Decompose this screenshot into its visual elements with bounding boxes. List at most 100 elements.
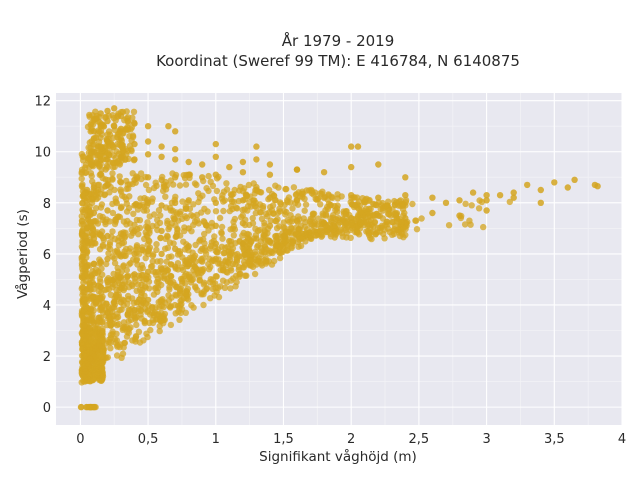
scatter-point	[77, 403, 85, 411]
scatter-point	[176, 316, 183, 323]
scatter-point	[87, 274, 95, 281]
data-point	[442, 199, 450, 206]
scatter-point	[219, 235, 226, 242]
y-tick-label: 12	[34, 95, 51, 110]
scatter-point	[233, 205, 241, 212]
scatter-point	[273, 242, 280, 249]
scatter-point	[146, 238, 153, 245]
scatter-point	[197, 236, 204, 243]
scatter-point	[133, 321, 140, 329]
data-point	[266, 237, 274, 245]
data-point	[429, 209, 436, 217]
scatter-point	[355, 198, 363, 205]
scatter-point	[149, 258, 156, 265]
data-point	[81, 322, 88, 329]
scatter-point	[300, 215, 307, 222]
data-point	[212, 199, 219, 206]
scatter-point	[336, 228, 343, 235]
data-point	[90, 209, 98, 217]
data-point	[158, 202, 165, 209]
data-point	[165, 123, 172, 130]
data-point	[117, 253, 125, 260]
data-point	[144, 123, 152, 130]
scatter-point	[87, 170, 95, 177]
scatter-point	[127, 126, 134, 133]
scatter-point	[275, 184, 282, 191]
data-point	[104, 207, 111, 214]
scatter-point	[276, 223, 283, 230]
scatter-point	[202, 250, 210, 257]
data-point	[571, 176, 578, 183]
scatter-point	[246, 248, 254, 255]
scatter-point	[139, 244, 146, 251]
data-point	[158, 143, 165, 150]
scatter-point	[354, 229, 361, 236]
scatter-point	[220, 207, 227, 215]
scatter-point	[125, 284, 133, 291]
data-point	[239, 197, 247, 204]
scatter-point	[129, 132, 137, 139]
scatter-point	[81, 355, 89, 362]
scatter-point	[200, 218, 207, 225]
data-point	[537, 186, 544, 194]
data-point	[172, 199, 179, 206]
data-point	[144, 225, 152, 232]
scatter-point	[195, 190, 202, 197]
scatter-point	[146, 213, 153, 220]
scatter-point	[307, 215, 314, 223]
data-point	[199, 161, 206, 168]
scatter-point	[413, 226, 421, 233]
scatter-point	[103, 260, 110, 268]
data-point	[293, 217, 301, 224]
scatter-point	[289, 205, 296, 212]
scatter-point	[412, 217, 419, 224]
data-point	[375, 212, 382, 219]
data-point	[483, 207, 490, 214]
scatter-point	[97, 134, 104, 141]
scatter-point	[238, 214, 245, 221]
scatter-point	[86, 139, 94, 146]
scatter-point	[205, 172, 212, 180]
scatter-point	[349, 222, 356, 229]
scatter-point	[156, 327, 163, 335]
scatter-point	[249, 263, 257, 270]
scatter-point	[124, 217, 131, 225]
scatter-point	[111, 186, 118, 194]
data-point	[456, 212, 463, 219]
scatter-point	[218, 223, 226, 231]
data-point	[564, 184, 571, 191]
scatter-point	[293, 191, 300, 198]
scatter-point	[506, 198, 513, 206]
scatter-point	[179, 198, 186, 205]
data-point	[117, 135, 125, 143]
data-point	[483, 197, 490, 204]
scatter-point	[130, 210, 137, 217]
data-point	[131, 306, 138, 314]
data-point	[172, 245, 179, 252]
scatter-point	[118, 306, 125, 313]
scatter-point	[80, 279, 87, 286]
scatter-point	[182, 205, 190, 212]
data-point	[172, 263, 179, 270]
y-tick-label: 0	[43, 401, 51, 416]
scatter-point	[157, 313, 164, 320]
data-point	[348, 214, 355, 222]
scatter-point	[162, 245, 169, 252]
data-point	[83, 237, 91, 245]
scatter-point	[276, 199, 284, 206]
scatter-point	[224, 243, 231, 250]
data-point	[131, 227, 138, 235]
scatter-point	[170, 240, 177, 247]
scatter-point	[136, 224, 144, 232]
scatter-point	[256, 209, 264, 216]
scatter-point	[276, 254, 284, 262]
scatter-point	[402, 197, 410, 204]
plot-area	[56, 93, 622, 425]
data-point	[185, 171, 192, 178]
scatter-point	[86, 403, 94, 411]
data-point	[239, 220, 247, 227]
scatter-point	[223, 180, 230, 187]
data-point	[117, 273, 125, 281]
scatter-point	[382, 202, 390, 210]
scatter-point	[90, 307, 98, 314]
